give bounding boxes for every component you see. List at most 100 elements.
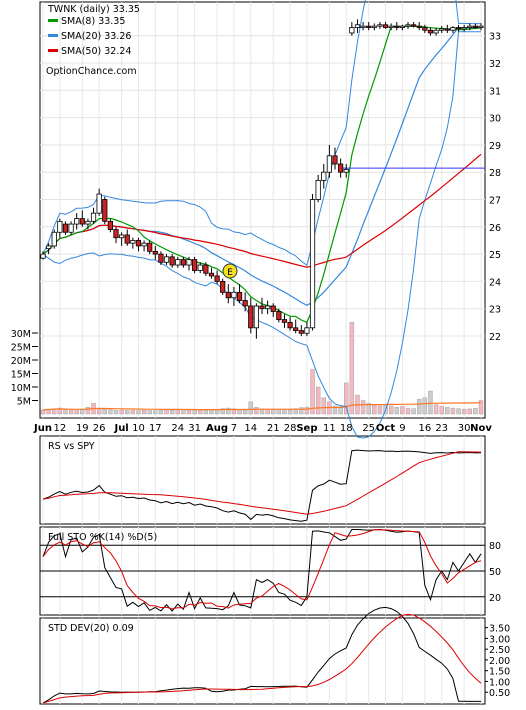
candle-body: [197, 264, 203, 271]
candle-body: [79, 218, 85, 225]
candle-body: [309, 199, 316, 329]
date-tick-label: Aug: [206, 423, 228, 434]
sto-d-line: [42, 529, 482, 610]
volume-bar: [203, 409, 209, 415]
std-panel-title: STD DEV(20) 0.09: [48, 623, 134, 634]
volume-bar: [478, 400, 484, 415]
volume-bar: [276, 408, 282, 415]
sma20-legend-label: SMA(20) 33.26: [61, 31, 131, 42]
date-tick-label: 18: [340, 423, 353, 434]
volume-bar: [265, 409, 270, 415]
volume-bar: [366, 403, 371, 415]
date-tick-label: 12: [53, 423, 66, 434]
candle-body: [293, 327, 299, 331]
volume-bar: [209, 409, 214, 415]
std-tick-label: 3.00: [489, 634, 510, 645]
candle-body: [343, 169, 349, 173]
candle-body: [102, 199, 108, 222]
date-tick-label: 24: [171, 423, 184, 434]
volume-bar: [344, 382, 349, 415]
candle-body: [141, 242, 147, 247]
volume-bar: [74, 409, 79, 415]
volume-bar: [405, 407, 411, 415]
volume-bar: [287, 409, 293, 415]
price-tick-label: 33: [489, 32, 501, 43]
date-tick-label: 7: [231, 423, 237, 434]
std-tick-label: 1.50: [489, 667, 510, 678]
volume-bar: [40, 409, 46, 415]
price-tick-label: 26: [489, 223, 501, 234]
candle-body: [186, 259, 192, 266]
volume-bar: [136, 410, 141, 415]
candle-body: [152, 250, 158, 255]
volume-bar: [304, 406, 310, 415]
candle-body: [85, 220, 91, 225]
price-panel-frame: [39, 1, 486, 419]
candle-body: [349, 27, 355, 34]
std-tick-label: 3.50: [489, 624, 510, 635]
std-tick-label: 1.00: [489, 677, 510, 688]
rs-line: [42, 449, 482, 522]
volume-bar: [445, 407, 450, 415]
candle-body: [119, 234, 125, 239]
volume-bar: [119, 409, 124, 415]
candle-body: [107, 220, 113, 230]
candle-body: [298, 330, 304, 334]
candle-body: [366, 25, 372, 28]
bollinger-upper-line: [42, 0, 482, 267]
volume-bar: [349, 322, 355, 415]
volume-bar: [417, 398, 422, 415]
price-tick-label: 32: [489, 59, 501, 70]
price-legend: TWNK (daily) 33.35 SMA(8) 33.35 SMA(20) …: [46, 4, 140, 77]
sto-panel-title: Full STO %K(14) %D(5): [48, 532, 157, 543]
date-tick-label: Jul: [113, 423, 128, 434]
price-tick-label: 31: [489, 86, 501, 97]
candle-body: [360, 25, 366, 28]
volume-bar: [80, 409, 85, 415]
indicator-lines: [42, 0, 485, 704]
volume-bar: [321, 397, 326, 415]
rs-average-line: [42, 451, 482, 515]
price-tick-label: 30: [489, 114, 501, 125]
volume-bar: [68, 409, 74, 415]
volume-bar: [315, 386, 321, 415]
bollinger-lower-line: [42, 31, 481, 439]
volume-bar: [282, 409, 287, 415]
candle-body: [377, 24, 383, 27]
volume-bars: [40, 322, 484, 415]
sma8-legend-swatch: [48, 19, 58, 22]
candle-body: [96, 193, 102, 214]
volume-bar: [220, 408, 225, 415]
date-tick-label: 31: [188, 423, 201, 434]
site-label: OptionChance.com: [46, 66, 137, 77]
candle-body: [371, 25, 377, 28]
volume-bar: [158, 409, 164, 415]
candle-body: [405, 24, 411, 27]
candle-body: [220, 280, 226, 293]
volume-bar: [456, 408, 461, 415]
price-tick-label: 25: [489, 250, 501, 261]
candle-body: [467, 25, 473, 28]
volume-bar: [388, 405, 394, 415]
std-tick-label: 2.50: [489, 645, 510, 656]
date-tick-label: 17: [149, 423, 162, 434]
axis-tick-labels: 22 23 24 25 26 27 28 29 30 31 32 33 Jun 12 19 26 Jul 10 17…: [11, 32, 510, 700]
candle-body: [315, 179, 321, 200]
volume-bar: [164, 409, 169, 415]
candle-body: [236, 291, 243, 301]
sma50-legend-label: SMA(50) 32.24: [61, 46, 131, 57]
volume-bar: [332, 405, 338, 415]
volume-bar: [254, 407, 259, 415]
volume-bar: [85, 407, 91, 415]
volume-bar: [467, 408, 472, 415]
candle-body: [68, 223, 74, 233]
volume-tick-label: 5M: [17, 397, 31, 408]
volume-bar: [461, 408, 467, 415]
price-candles: [40, 19, 484, 339]
price-tick-label: 27: [489, 196, 501, 207]
volume-bar: [169, 410, 175, 415]
candle-body: [158, 253, 164, 263]
chart-title: TWNK (daily) 33.35: [47, 4, 140, 15]
date-tick-label: 14: [244, 423, 257, 434]
